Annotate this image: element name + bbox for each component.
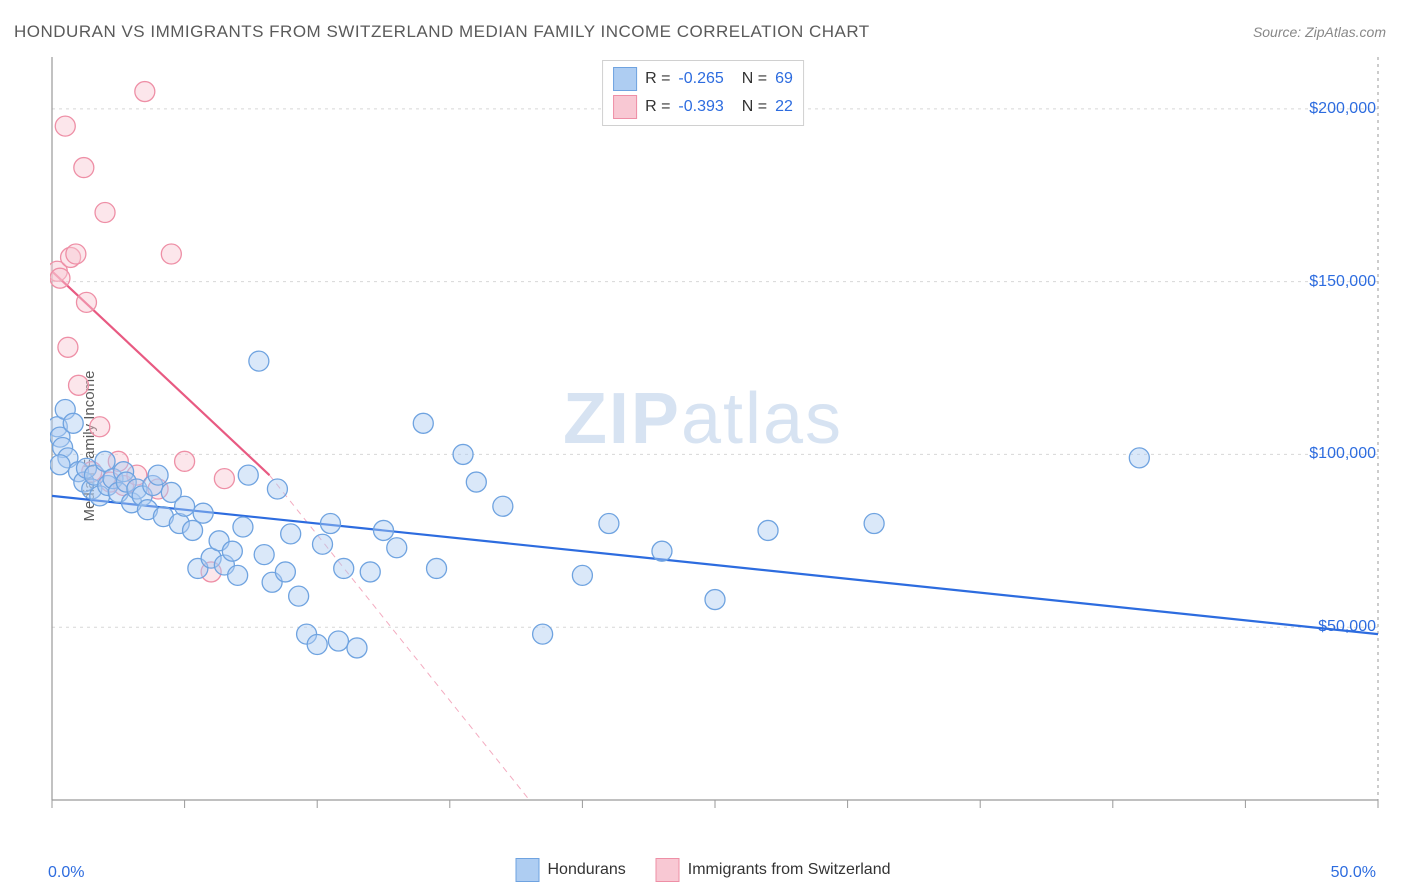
legend-r-value: -0.393 bbox=[678, 98, 723, 116]
legend-n-value: 22 bbox=[775, 98, 793, 116]
y-tick-label: $200,000 bbox=[1309, 100, 1376, 118]
legend-stats-row: R = -0.265 N = 69 bbox=[613, 65, 793, 93]
legend-swatch-icon bbox=[656, 858, 680, 882]
legend-r-label: R = bbox=[645, 70, 670, 88]
legend-r-value: -0.265 bbox=[678, 70, 723, 88]
x-axis-max-label: 50.0% bbox=[1331, 864, 1376, 882]
legend-n-label: N = bbox=[742, 98, 767, 116]
legend-series: Hondurans Immigrants from Switzerland bbox=[516, 858, 891, 882]
scatter-plot bbox=[50, 55, 1380, 835]
legend-swatch-icon bbox=[613, 95, 637, 119]
legend-series-label: Hondurans bbox=[548, 861, 626, 879]
y-tick-label: $150,000 bbox=[1309, 273, 1376, 291]
legend-stats-row: R = -0.393 N = 22 bbox=[613, 93, 793, 121]
legend-swatch-icon bbox=[516, 858, 540, 882]
y-tick-label: $100,000 bbox=[1309, 445, 1376, 463]
legend-series-label: Immigrants from Switzerland bbox=[688, 861, 891, 879]
chart-source: Source: ZipAtlas.com bbox=[1253, 24, 1386, 40]
x-axis-min-label: 0.0% bbox=[48, 864, 84, 882]
legend-item: Hondurans bbox=[516, 858, 626, 882]
y-tick-label: $50,000 bbox=[1318, 618, 1376, 636]
legend-swatch-icon bbox=[613, 67, 637, 91]
legend-stats: R = -0.265 N = 69 R = -0.393 N = 22 bbox=[602, 60, 804, 126]
legend-n-value: 69 bbox=[775, 70, 793, 88]
legend-item: Immigrants from Switzerland bbox=[656, 858, 891, 882]
legend-r-label: R = bbox=[645, 98, 670, 116]
chart-title: HONDURAN VS IMMIGRANTS FROM SWITZERLAND … bbox=[14, 22, 870, 42]
legend-n-label: N = bbox=[742, 70, 767, 88]
